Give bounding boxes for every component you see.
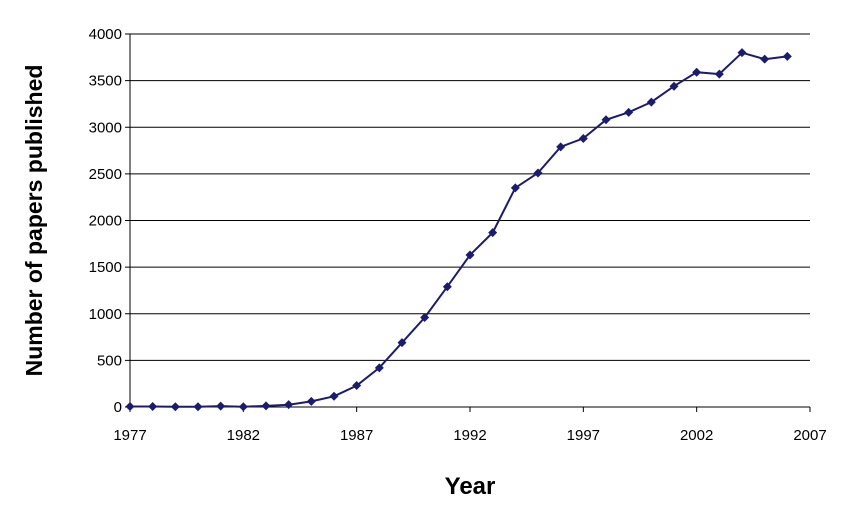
data-point xyxy=(170,402,180,412)
data-point xyxy=(646,97,656,107)
data-point xyxy=(261,401,271,411)
data-point xyxy=(782,51,792,61)
data-point xyxy=(533,168,543,178)
x-tick-label: 2007 xyxy=(793,427,826,444)
data-point xyxy=(306,396,316,406)
y-axis-title: Number of papers published xyxy=(21,65,47,377)
data-point xyxy=(578,133,588,143)
data-markers xyxy=(125,48,792,412)
x-tick-label: 1977 xyxy=(113,427,146,444)
y-tick-label: 500 xyxy=(97,352,122,369)
data-point xyxy=(374,363,384,373)
data-point xyxy=(284,400,294,410)
data-point xyxy=(148,402,158,412)
x-tick-label: 1982 xyxy=(227,427,260,444)
y-tick-label: 3500 xyxy=(89,73,122,90)
y-tick-label: 1000 xyxy=(89,306,122,323)
data-point xyxy=(442,282,452,292)
data-point xyxy=(352,381,362,391)
x-tick-label: 1987 xyxy=(340,427,373,444)
y-tick-label: 2500 xyxy=(89,166,122,183)
data-point xyxy=(737,48,747,58)
y-axis-ticks: 0 500 1000 1500 2000 2500 3000 3500 4000 xyxy=(89,26,130,416)
data-point xyxy=(556,142,566,152)
data-point xyxy=(420,312,430,322)
y-tick-label: 2000 xyxy=(89,213,122,230)
data-point xyxy=(669,81,679,91)
data-point xyxy=(510,183,520,193)
data-point xyxy=(601,115,611,125)
data-point xyxy=(125,402,135,412)
x-tick-label: 2002 xyxy=(680,427,713,444)
data-point xyxy=(465,250,475,260)
data-point xyxy=(692,67,702,77)
data-point xyxy=(760,54,770,64)
data-point xyxy=(397,338,407,348)
data-point xyxy=(329,391,339,401)
x-tick-label: 1997 xyxy=(567,427,600,444)
data-point xyxy=(216,401,226,411)
x-tick-label: 1992 xyxy=(453,427,486,444)
x-axis-title: Year xyxy=(445,473,496,500)
data-point xyxy=(714,69,724,79)
x-axis-ticks: 1977 1982 1987 1992 1997 2002 2007 xyxy=(113,407,827,444)
y-tick-label: 1500 xyxy=(89,259,122,276)
data-point xyxy=(624,107,634,117)
y-tick-label: 4000 xyxy=(89,26,122,43)
data-point xyxy=(238,402,248,412)
y-tick-label: 3000 xyxy=(89,119,122,136)
data-point xyxy=(488,228,498,238)
y-tick-label: 0 xyxy=(114,399,122,416)
data-point xyxy=(193,402,203,412)
gridlines xyxy=(130,33,810,408)
series-line xyxy=(130,51,788,408)
